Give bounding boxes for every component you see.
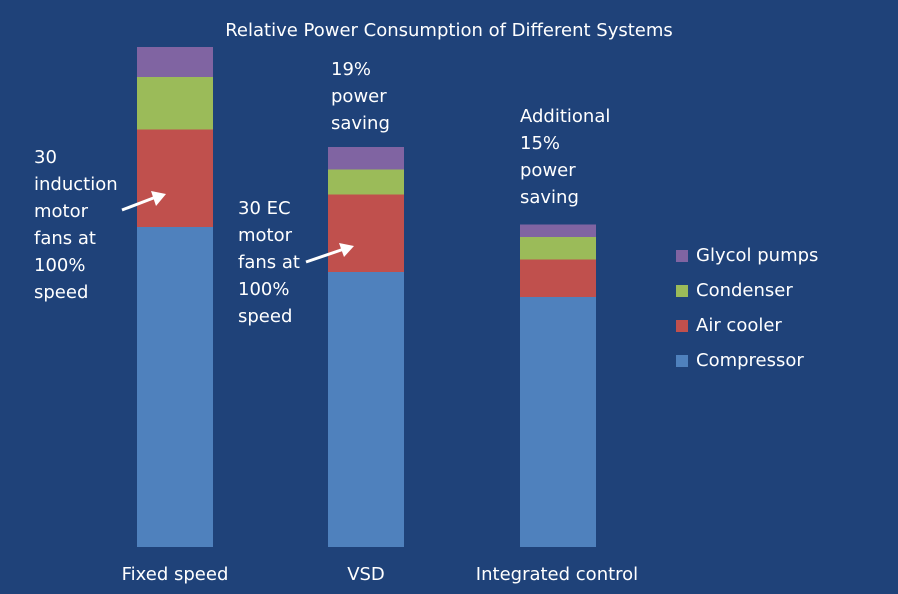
arrowhead-fixed-icon — [151, 191, 166, 206]
annotation-arrow-fixed — [121, 195, 157, 212]
legend-item-air-cooler: Air cooler — [676, 308, 818, 343]
bar-segment-vsd-air-cooler — [328, 194, 404, 272]
category-label-integrated-control: Integrated control — [475, 564, 639, 585]
bar-segment-integrated-control-condenser — [520, 237, 596, 260]
category-label-fixed-speed: Fixed speed — [121, 564, 229, 585]
legend-item-glycol-pumps: Glycol pumps — [676, 238, 818, 273]
bar-segment-fixed-speed-air-cooler — [137, 129, 213, 227]
bar-segment-fixed-speed-glycol-pumps — [137, 47, 213, 77]
bar-segment-fixed-speed-condenser — [137, 77, 213, 130]
bar-segment-integrated-control-air-cooler — [520, 259, 596, 297]
annotation-vsd-fans: 30 EC motor fans at 100% speed — [238, 198, 300, 327]
legend-label-air-cooler: Air cooler — [696, 315, 782, 336]
chart-legend: Glycol pumps Condenser Air cooler Compre… — [676, 238, 818, 378]
bar-segment-vsd-glycol-pumps — [328, 147, 404, 170]
bar-segment-integrated-control-glycol-pumps — [520, 224, 596, 237]
arrowhead-vsd-icon — [339, 243, 354, 257]
category-label-vsd: VSD — [347, 564, 385, 585]
legend-label-glycol-pumps: Glycol pumps — [696, 245, 819, 266]
legend-swatch-condenser — [676, 284, 688, 297]
arrows-layer — [121, 191, 354, 264]
legend-swatch-glycol-pumps — [676, 249, 688, 262]
bars-layer — [137, 47, 596, 547]
bar-segment-fixed-speed-compressor — [137, 227, 213, 547]
annotation-fixed-fans: 30 induction motor fans at 100% speed — [34, 147, 118, 303]
annotation-vsd-saving: 19% power saving — [331, 59, 390, 134]
bar-segment-vsd-condenser — [328, 169, 404, 195]
legend-swatch-air-cooler — [676, 319, 688, 332]
legend-label-condenser: Condenser — [696, 280, 793, 301]
annotation-integrated-saving: Additional 15% power saving — [520, 106, 611, 208]
bar-segment-integrated-control-compressor — [520, 297, 596, 547]
chart-title: Relative Power Consumption of Different … — [225, 20, 673, 41]
legend-label-compressor: Compressor — [696, 350, 804, 371]
legend-swatch-compressor — [676, 354, 688, 367]
bar-segment-vsd-compressor — [328, 272, 404, 547]
legend-item-compressor: Compressor — [676, 343, 818, 378]
legend-item-condenser: Condenser — [676, 273, 818, 308]
annotation-arrow-vsd — [305, 247, 345, 264]
